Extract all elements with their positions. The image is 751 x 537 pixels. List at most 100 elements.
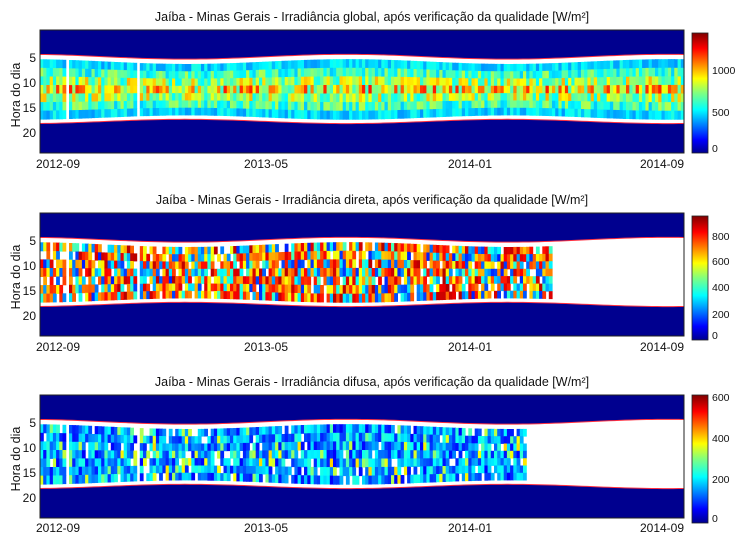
heatmap-cell [104, 77, 109, 86]
heatmap-cell [139, 100, 144, 109]
heatmap-cell [384, 85, 389, 94]
heatmap-cell [181, 443, 186, 452]
heatmap-cell [194, 71, 199, 79]
heatmap-cell [52, 76, 57, 86]
heatmap-cell [345, 67, 350, 77]
heatmap-cell [278, 61, 283, 70]
heatmap-cell [358, 441, 363, 451]
heatmap-cell [448, 108, 453, 117]
heatmap-cell [46, 458, 51, 468]
heatmap-cell [130, 62, 134, 71]
heatmap-cell [481, 261, 485, 270]
heatmap-cell [91, 442, 96, 451]
heatmap-cell [403, 450, 408, 459]
heatmap-cell [426, 268, 431, 277]
heatmap-cell [123, 85, 128, 94]
heatmap-cell [223, 70, 228, 79]
heatmap-cell [333, 93, 337, 103]
heatmap-cell [642, 76, 646, 86]
heatmap-cell [333, 59, 337, 69]
sunrise-line [39, 53, 685, 60]
heatmap-cell [535, 261, 540, 270]
heatmap-cell [391, 68, 395, 78]
heatmap-cell [165, 283, 170, 292]
heatmap-cell [442, 62, 447, 71]
heatmap-cell [81, 260, 86, 269]
heatmap-cell [94, 474, 99, 483]
heatmap-cell [481, 93, 485, 101]
heatmap-cell [94, 426, 99, 435]
heatmap-cell [487, 107, 492, 116]
heatmap-cell [420, 434, 424, 443]
heatmap-cell [101, 284, 105, 293]
heatmap-cell [278, 442, 283, 451]
heatmap-cell [201, 78, 205, 87]
heatmap-cell [468, 93, 473, 102]
heatmap-cell [101, 466, 105, 475]
heatmap-cell [333, 432, 337, 442]
heatmap-cell [555, 108, 559, 117]
heatmap-cell [249, 260, 254, 269]
heatmap-cell [345, 475, 350, 485]
heatmap-cell [297, 293, 302, 302]
heatmap-cell [645, 93, 650, 103]
heatmap-cell [233, 85, 237, 94]
heatmap-cell [155, 254, 160, 262]
heatmap-cell [43, 276, 47, 286]
heatmap-cell [165, 450, 170, 459]
heatmap-cell [674, 102, 679, 112]
heatmap-cell [265, 284, 270, 293]
heatmap-cell [175, 78, 179, 87]
heatmap-cell [85, 68, 89, 78]
heatmap-cell [655, 93, 659, 103]
heatmap-cell [246, 284, 250, 293]
heatmap-cell [548, 246, 553, 255]
heatmap-cell [510, 64, 514, 72]
heatmap-cell [184, 78, 189, 87]
plot-frame [39, 29, 685, 154]
heatmap-cell [355, 475, 360, 485]
heatmap-cell [477, 450, 482, 459]
heatmap-cell [91, 434, 96, 443]
heatmap-cell [123, 108, 128, 117]
heatmap-cell [120, 284, 125, 293]
heatmap-cell [271, 244, 276, 253]
heatmap-cell [503, 247, 508, 255]
heatmap-cell [384, 268, 389, 277]
heatmap-cell [452, 245, 456, 254]
heatmap-cell [416, 101, 421, 110]
heatmap-cell [69, 276, 73, 286]
heatmap-cell [172, 436, 176, 444]
heatmap-cell [545, 108, 550, 116]
heatmap-cell [197, 268, 202, 277]
heatmap-cell [191, 107, 196, 116]
heatmap-cell [497, 472, 501, 481]
heatmap-cell [339, 449, 344, 459]
heatmap-cell [191, 100, 196, 109]
heatmap-cell [85, 474, 89, 484]
heatmap-cell [59, 284, 64, 294]
heatmap-cell [542, 70, 547, 79]
heatmap-cell [545, 268, 550, 277]
heatmap-cell [374, 110, 379, 120]
heatmap-cell [120, 268, 125, 277]
heatmap-cell [448, 442, 453, 451]
heatmap-cell [381, 268, 386, 277]
heatmap-cell [606, 93, 611, 102]
heatmap-cell [255, 245, 260, 254]
heatmap-cell [114, 260, 118, 269]
heatmap-cell [275, 244, 279, 253]
heatmap-cell [259, 268, 263, 277]
heatmap-cell [378, 93, 382, 103]
heatmap-cell [304, 59, 308, 69]
heatmap-cell [236, 443, 241, 451]
heatmap-cell [310, 110, 315, 120]
heatmap-cell [432, 268, 437, 277]
heatmap-cell [201, 261, 205, 270]
heatmap-cell [123, 458, 128, 467]
heatmap-cell [281, 450, 286, 459]
heatmap-cell [378, 110, 382, 120]
heatmap-cell [616, 85, 621, 94]
heatmap-cell [110, 85, 115, 94]
heatmap-cell [323, 432, 328, 442]
